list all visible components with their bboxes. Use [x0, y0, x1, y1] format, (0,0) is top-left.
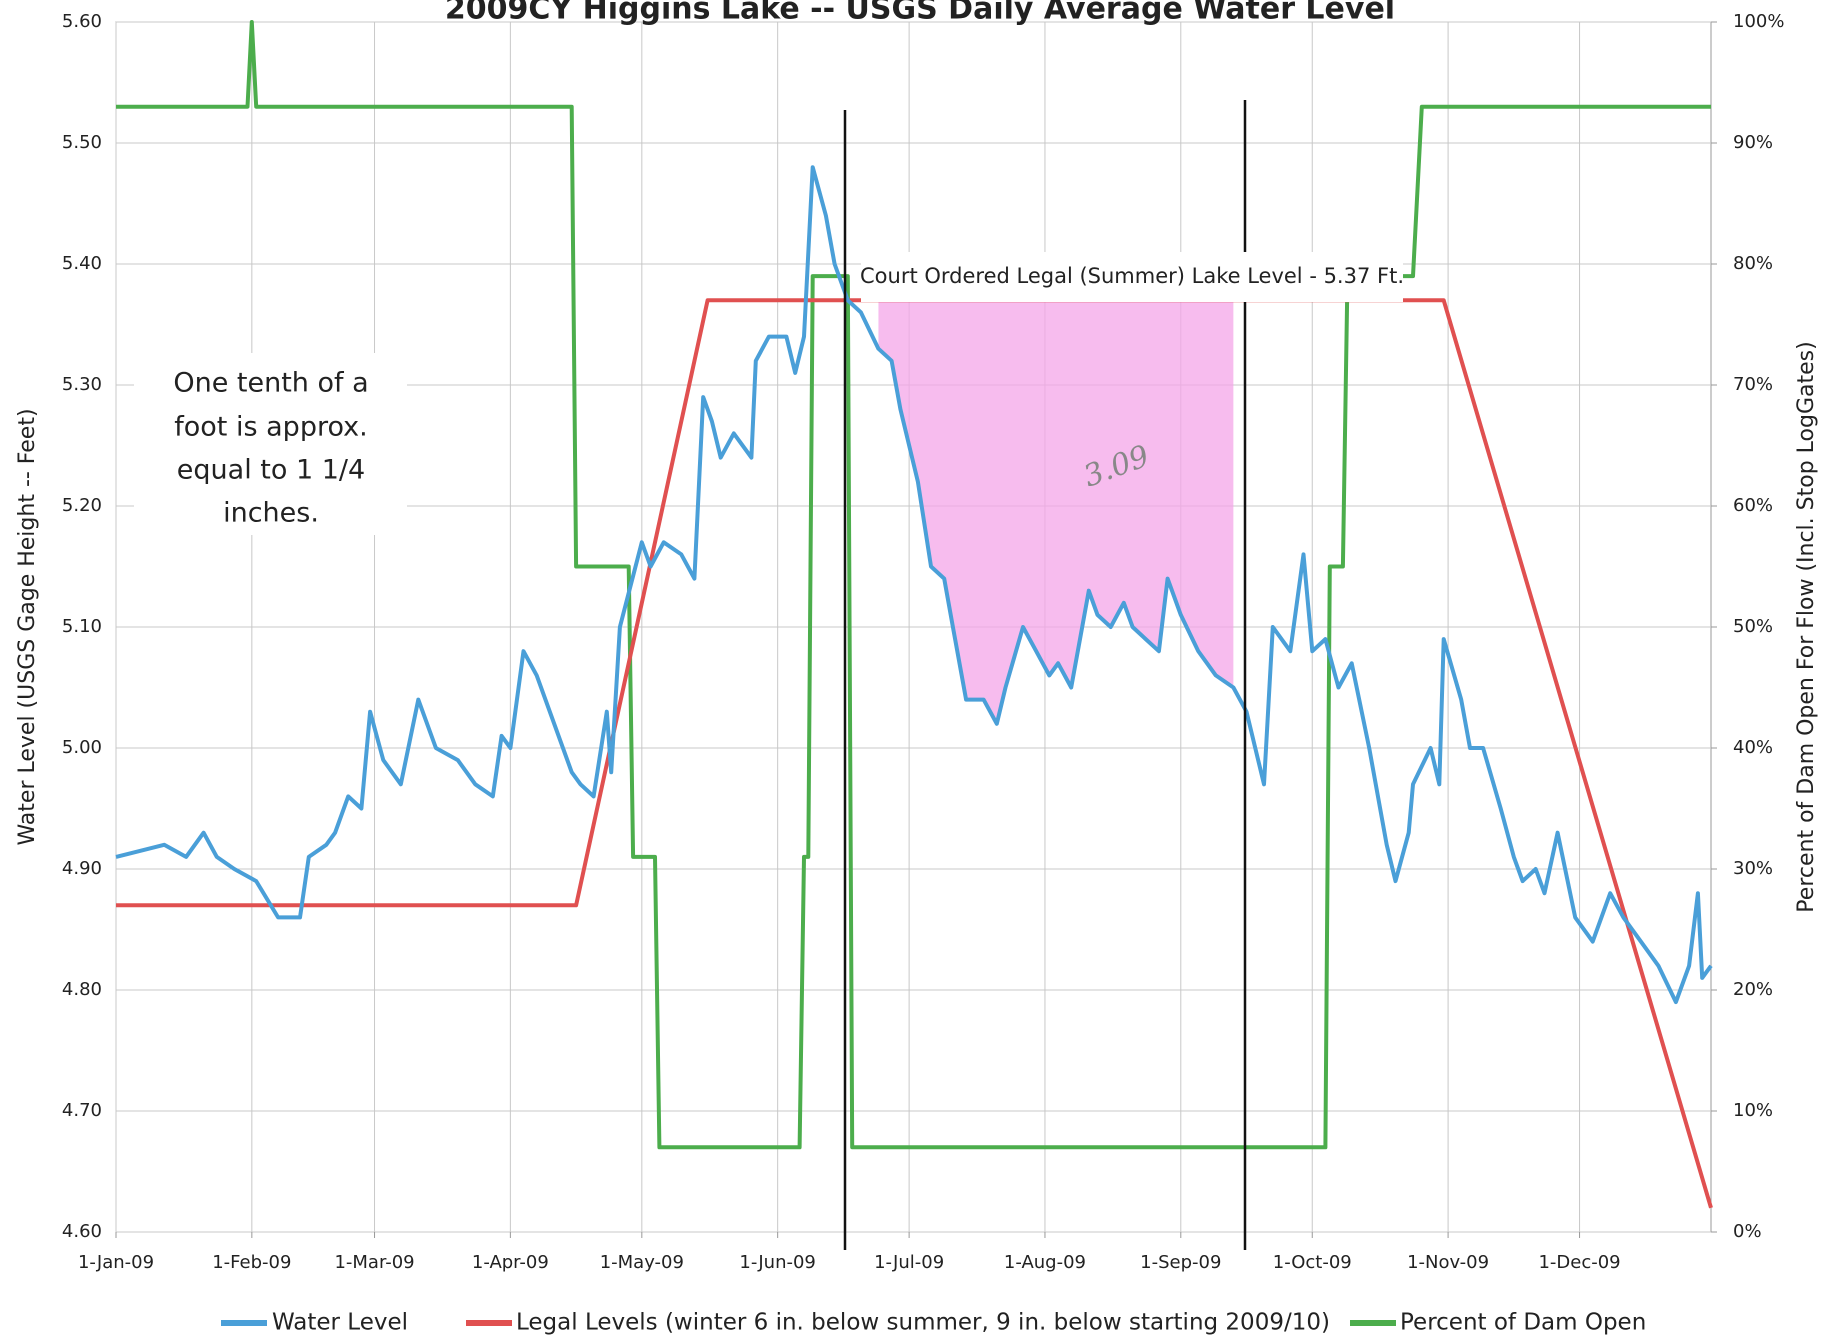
- x-tick-label: 1-Sep-09: [1140, 1252, 1221, 1273]
- y-tick-label: 5.10: [62, 616, 102, 637]
- y-tick-label: 4.90: [62, 858, 102, 879]
- x-tick-label: 1-Feb-09: [212, 1252, 291, 1273]
- y-tick-label: 5.40: [62, 253, 102, 274]
- x-tick-label: 1-Apr-09: [472, 1252, 549, 1273]
- y2-axis-title: Percent of Dam Open For Flow (Incl. Stop…: [1794, 341, 1819, 912]
- y-tick-label: 5.60: [62, 11, 102, 32]
- note-box: [134, 353, 407, 535]
- y2-tick-label: 30%: [1733, 858, 1773, 879]
- y-tick-label: 5.30: [62, 374, 102, 395]
- y2-tick-label: 0%: [1733, 1221, 1762, 1242]
- legend-label: Legal Levels (winter 6 in. below summer,…: [516, 1310, 1330, 1336]
- y-tick-label: 4.70: [62, 1100, 102, 1121]
- y2-tick-label: 70%: [1733, 374, 1773, 395]
- legend: Water Level Legal Levels (winter 6 in. be…: [221, 1310, 1646, 1336]
- note-line: equal to 1 1/4: [177, 455, 365, 486]
- label-box: [861, 252, 1403, 302]
- series-line: [115, 165, 1713, 1005]
- x-tick-label: 1-Oct-09: [1273, 1252, 1352, 1273]
- legend-label: Percent of Dam Open: [1400, 1310, 1646, 1336]
- x-tick-label: 1-Jan-09: [78, 1252, 154, 1273]
- x-tick-label: 1-Jun-09: [739, 1252, 815, 1273]
- shade-layer: [878, 300, 1234, 724]
- note-line: foot is approx.: [174, 412, 367, 443]
- y2-tick-label: 40%: [1733, 737, 1773, 758]
- ticks: 4.60 4.70 4.80 4.90 5.00 5.10 5.20 5.30 5.40 5.50…: [62, 11, 1785, 1273]
- y2-tick-label: 80%: [1733, 253, 1773, 274]
- y-tick-label: 4.60: [62, 1221, 102, 1242]
- x-tick-label: 1-Jul-09: [874, 1252, 944, 1273]
- series-line: [116, 298, 1713, 1209]
- note-line: One tenth of a: [173, 368, 368, 399]
- note-line: inches.: [223, 498, 319, 529]
- y-tick-label: 5.50: [62, 132, 102, 153]
- legend-label: Water Level: [272, 1310, 408, 1336]
- y2-tick-label: 90%: [1733, 132, 1773, 153]
- x-tick-label: 1-Mar-09: [334, 1252, 414, 1273]
- y-tick-label: 5.20: [62, 495, 102, 516]
- y2-tick-label: 60%: [1733, 495, 1773, 516]
- y-tick-label: 5.00: [62, 737, 102, 758]
- x-tick-label: 1-Aug-09: [1004, 1252, 1086, 1273]
- y2-tick-label: 100%: [1733, 11, 1784, 32]
- y2-tick-label: 10%: [1733, 1100, 1773, 1121]
- x-tick-label: 1-May-09: [600, 1252, 684, 1273]
- y2-tick-label: 20%: [1733, 979, 1773, 1000]
- legal-level-label: Court Ordered Legal (Summer) Lake Level …: [860, 264, 1404, 288]
- x-tick-label: 1-Nov-09: [1407, 1252, 1489, 1273]
- chart-title: 2009CY Higgins Lake -- USGS Daily Averag…: [445, 0, 1395, 27]
- y-tick-label: 4.80: [62, 979, 102, 1000]
- shaded-deficit: [878, 300, 1234, 724]
- y-axis-title: Water Level (USGS Gage Height -- Feet): [15, 408, 40, 845]
- x-tick-label: 1-Dec-09: [1538, 1252, 1620, 1273]
- y2-tick-label: 50%: [1733, 616, 1773, 637]
